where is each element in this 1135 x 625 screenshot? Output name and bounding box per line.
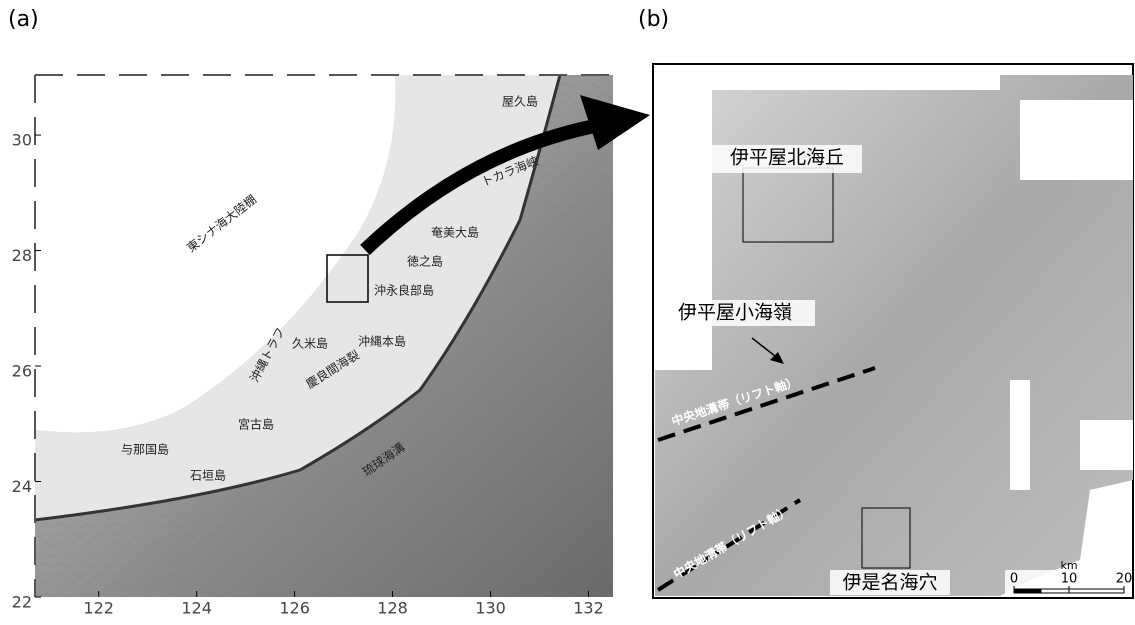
x-tick-label: 128 <box>377 599 408 618</box>
map-b <box>652 63 1134 599</box>
y-tick-label: 26 <box>12 362 32 381</box>
place-name: 伊平屋北海丘 <box>730 147 844 169</box>
x-tick-label: 130 <box>475 599 506 618</box>
x-tick-label: 124 <box>181 599 212 618</box>
y-tick-label: 28 <box>12 246 32 265</box>
place-name: 与那国島 <box>121 442 169 457</box>
y-tick-label: 22 <box>12 593 32 612</box>
y-tick-label: 30 <box>12 131 32 150</box>
place-name: 伊是名海穴 <box>842 572 937 594</box>
scale-tick-label: 0 <box>1010 572 1018 587</box>
place-name: 沖縄本島 <box>358 334 406 349</box>
scale-tick-label: 20 <box>1116 572 1133 587</box>
scale-bar <box>1014 589 1042 593</box>
place-name: 奄美大島 <box>431 225 479 240</box>
place-name: 沖永良部島 <box>374 283 434 298</box>
x-tick-label: 122 <box>83 599 114 618</box>
place-name: 屋久島 <box>502 94 538 109</box>
place-name: 石垣島 <box>190 468 226 483</box>
x-tick-label: 126 <box>279 599 310 618</box>
place-name: 久米島 <box>292 336 328 351</box>
panel-label: (b) <box>638 7 669 32</box>
scale-unit: km <box>1060 559 1077 572</box>
place-name: 伊平屋小海嶺 <box>678 302 792 324</box>
x-tick-label: 132 <box>573 599 604 618</box>
y-tick-label: 24 <box>12 477 32 496</box>
place-name: 徳之島 <box>407 254 443 269</box>
place-name: 宮古島 <box>238 417 274 432</box>
scale-tick-label: 10 <box>1061 572 1078 587</box>
map-a <box>34 74 650 597</box>
panel-label: (a) <box>8 7 39 32</box>
